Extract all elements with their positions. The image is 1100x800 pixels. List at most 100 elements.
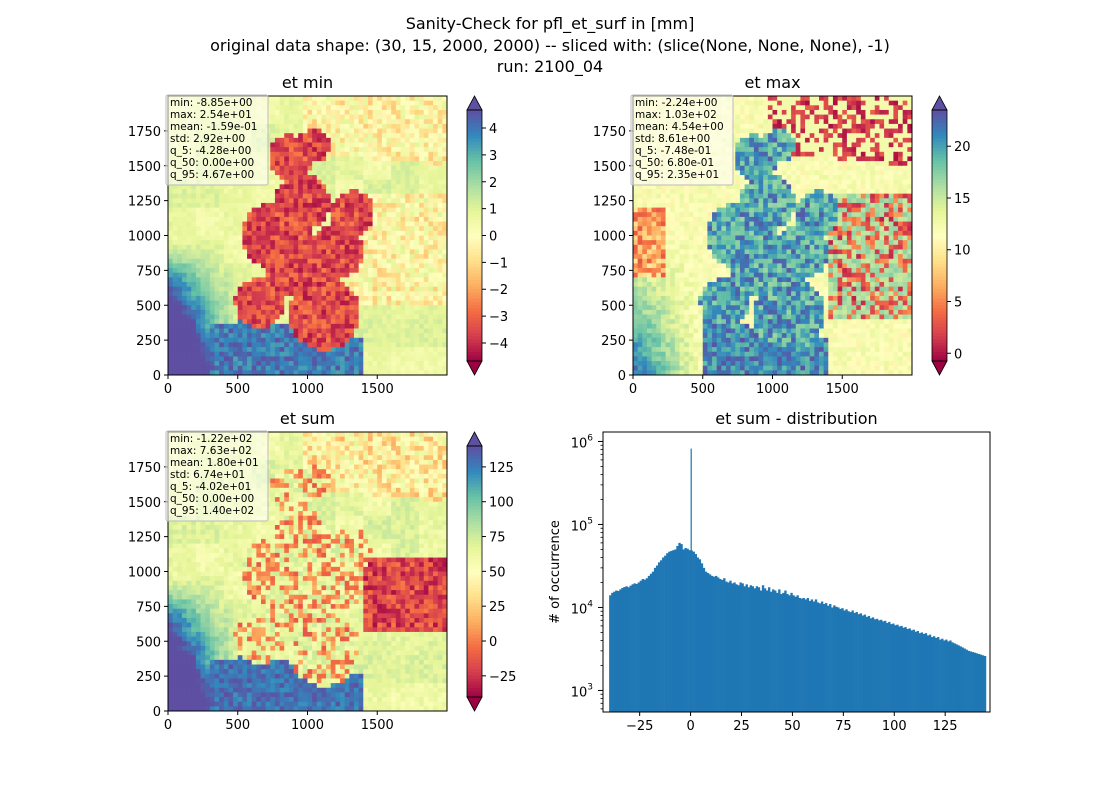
histogram-bar xyxy=(696,557,700,712)
et-min-colorbar-tick-label: −3 xyxy=(489,310,508,325)
histogram-spike xyxy=(812,640,815,712)
et-min-stat-line: mean: -1.59e-01 xyxy=(170,121,257,133)
histogram-bar xyxy=(926,635,930,712)
et-min-ytick-label: 0 xyxy=(153,369,161,384)
histogram-bar xyxy=(896,624,899,712)
histogram-bar xyxy=(898,626,901,712)
histogram-bar xyxy=(935,637,938,712)
histogram-bar xyxy=(957,645,960,712)
distribution-ytick-label: 104 xyxy=(571,599,594,617)
histogram-bar xyxy=(947,641,950,712)
histogram-bar xyxy=(609,595,612,712)
histogram-bar xyxy=(924,633,928,712)
et-min-stat-line: q_95: 4.67e+00 xyxy=(170,169,254,181)
et-max-colorbar-tick-label: 20 xyxy=(954,140,971,155)
histogram-bar xyxy=(804,599,807,712)
histogram-spike xyxy=(690,448,692,712)
histogram-bar xyxy=(790,592,793,712)
histogram-bar xyxy=(816,602,820,712)
histogram-bar xyxy=(666,553,669,712)
et-min-colorbar-tick-label: 2 xyxy=(489,176,497,191)
histogram-spike xyxy=(957,687,959,712)
histogram-bar xyxy=(717,577,720,712)
histogram-bar xyxy=(884,620,887,712)
histogram-bar xyxy=(631,584,634,712)
et-sum-colorbar-tick-label: 25 xyxy=(489,600,506,615)
histogram-bar xyxy=(906,629,909,712)
et-min-colorbar-tick-label: 1 xyxy=(489,203,497,218)
histogram-bar xyxy=(877,620,881,712)
et-max-stat-line: q_95: 2.35e+01 xyxy=(635,169,719,181)
et-sum-colorbar: −25 0 25 50 75 100 125 xyxy=(466,431,516,712)
histogram-bar xyxy=(837,607,840,712)
histogram-bar xyxy=(971,652,975,712)
histogram-bar xyxy=(808,600,812,712)
et-sum-stat-line: std: 6.74e+01 xyxy=(170,469,245,481)
histogram-bar xyxy=(653,567,657,712)
histogram-bar xyxy=(882,621,885,712)
distribution-bars xyxy=(609,448,987,712)
histogram-bar xyxy=(621,587,624,712)
et-sum-xtick-label: 500 xyxy=(225,718,250,733)
et-max-ytick-label: 1250 xyxy=(593,195,626,210)
et-min-ytick-label: 250 xyxy=(136,334,161,349)
et-max-title: et max xyxy=(744,73,800,92)
histogram-bar xyxy=(737,585,740,712)
et-min-stat-line: max: 2.54e+01 xyxy=(170,109,252,121)
et-sum-stats-bg xyxy=(165,430,269,522)
et-sum-colorbar-tick-label: 0 xyxy=(489,635,497,650)
et-min-title: et min xyxy=(282,73,333,92)
histogram-bar xyxy=(745,584,748,712)
distribution-ylabel: # of occurrence xyxy=(548,520,563,624)
distribution-xtick-label: 125 xyxy=(933,719,958,734)
histogram-bar xyxy=(869,618,873,712)
histogram-bar xyxy=(981,655,985,712)
histogram-bar xyxy=(761,585,765,712)
histogram-bar xyxy=(651,571,655,712)
histogram-bar xyxy=(977,653,981,712)
histogram-bar xyxy=(932,636,936,712)
histogram-bar xyxy=(831,607,834,712)
histogram-bar xyxy=(873,619,877,712)
histogram-bar xyxy=(747,587,750,712)
histogram-bar xyxy=(796,595,799,712)
histogram-bar xyxy=(835,606,838,712)
histogram-bar xyxy=(688,550,691,712)
et-min-xtick-label: 1500 xyxy=(361,382,394,397)
histogram-bar xyxy=(723,578,726,712)
histogram-bar xyxy=(719,579,722,712)
histogram-bar xyxy=(918,633,922,712)
histogram-bar xyxy=(943,640,946,712)
histogram-spike xyxy=(928,675,931,712)
histogram-bar xyxy=(920,632,924,712)
histogram-bar xyxy=(916,631,920,712)
histogram-bar xyxy=(853,612,856,712)
distribution-panel: et sum - distribution −25 0 25 50 75 100 125 103… xyxy=(548,409,991,734)
histogram-bar xyxy=(619,589,622,712)
et-sum-ytick-label: 1750 xyxy=(128,461,161,476)
histogram-bar xyxy=(733,582,736,712)
histogram-bar xyxy=(623,587,626,712)
histogram-bar xyxy=(902,627,905,712)
histogram-bar xyxy=(725,581,728,712)
histogram-bar xyxy=(643,579,647,712)
histogram-spike xyxy=(735,615,737,712)
et-max-stat-line: min: -2.24e+00 xyxy=(635,97,717,109)
histogram-bar xyxy=(841,608,844,712)
histogram-bar xyxy=(655,565,659,712)
histogram-bar xyxy=(875,618,879,712)
histogram-bar xyxy=(969,651,972,712)
histogram-bar xyxy=(973,652,977,712)
histogram-bar xyxy=(751,586,755,712)
et-sum-stat-line: q_5: -4.02e+01 xyxy=(170,481,251,493)
histogram-bar xyxy=(613,591,616,712)
et-min-panel: et min 0 500 1000 1500 0 250 500 750 1000 1250 1500… xyxy=(128,73,508,397)
histogram-bar xyxy=(649,573,653,712)
histogram-bar xyxy=(904,627,907,712)
histogram-bar xyxy=(772,589,775,712)
et-max-stat-line: q_5: -7.48e-01 xyxy=(635,145,711,157)
histogram-spike xyxy=(900,667,902,712)
histogram-bar xyxy=(810,599,814,712)
histogram-bar xyxy=(857,614,860,712)
